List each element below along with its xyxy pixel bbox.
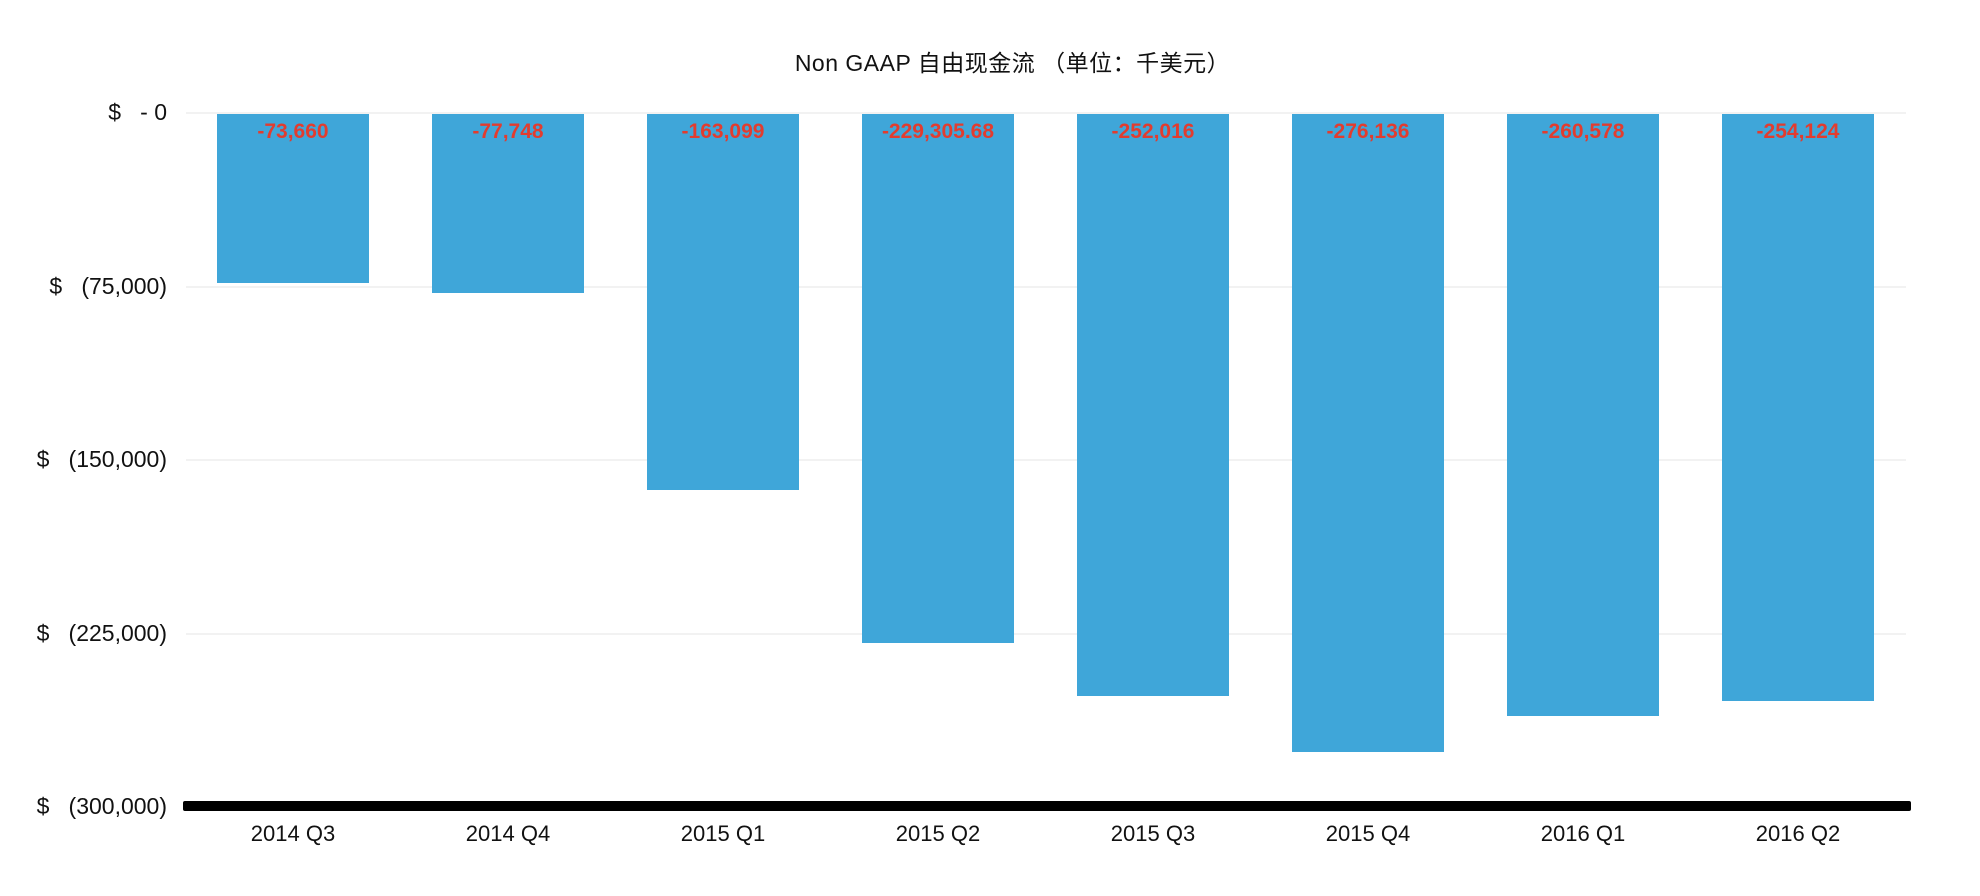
x-tick-label: 2014 Q4	[465, 821, 551, 846]
bar-2015-q3	[1077, 114, 1229, 696]
bar-2015-q1	[647, 114, 799, 491]
bar-value-label: -260,578	[1541, 120, 1625, 143]
bar-2016-q1	[1507, 114, 1659, 716]
gridline	[185, 459, 1906, 461]
x-tick-label: 2014 Q3	[250, 821, 336, 846]
bar-2015-q4	[1292, 114, 1444, 752]
x-tick-label: 2015 Q3	[1110, 821, 1196, 846]
x-tick-label: 2016 Q2	[1755, 821, 1841, 846]
x-tick-label: 2015 Q4	[1325, 821, 1411, 846]
bar-value-label: -254,124	[1756, 120, 1840, 143]
gridline	[185, 632, 1906, 635]
gridline	[185, 285, 1906, 288]
bar-value-label: -77,748	[472, 120, 544, 143]
bar-value-label: -276,136	[1326, 120, 1410, 143]
bar-2015-q2	[862, 114, 1014, 644]
x-tick-label: 2015 Q1	[680, 821, 766, 846]
y-tick-label: $ (300,000)	[36, 793, 167, 819]
y-tick-label: $ - 0	[108, 99, 167, 125]
bar-2014-q3	[217, 114, 369, 284]
bar-2014-q4	[432, 114, 584, 293]
x-tick-label: 2015 Q2	[895, 821, 981, 846]
y-tick-label: $ (150,000)	[36, 446, 167, 472]
gridline	[185, 112, 1906, 114]
y-tick-label: $ (75,000)	[49, 272, 167, 299]
bar-value-label: -252,016	[1111, 120, 1195, 143]
x-tick-label: 2016 Q1	[1540, 821, 1626, 846]
bar-value-label: -73,660	[257, 120, 329, 143]
bar-value-label: -229,305.68	[881, 120, 995, 143]
x-axis-line	[183, 801, 1911, 811]
bar-value-label: -163,099	[681, 120, 765, 143]
chart-title: Non GAAP 自由现金流 （单位：千美元）	[794, 50, 1231, 76]
bar-2016-q2	[1722, 114, 1874, 701]
y-tick-label: $ (225,000)	[36, 619, 167, 646]
